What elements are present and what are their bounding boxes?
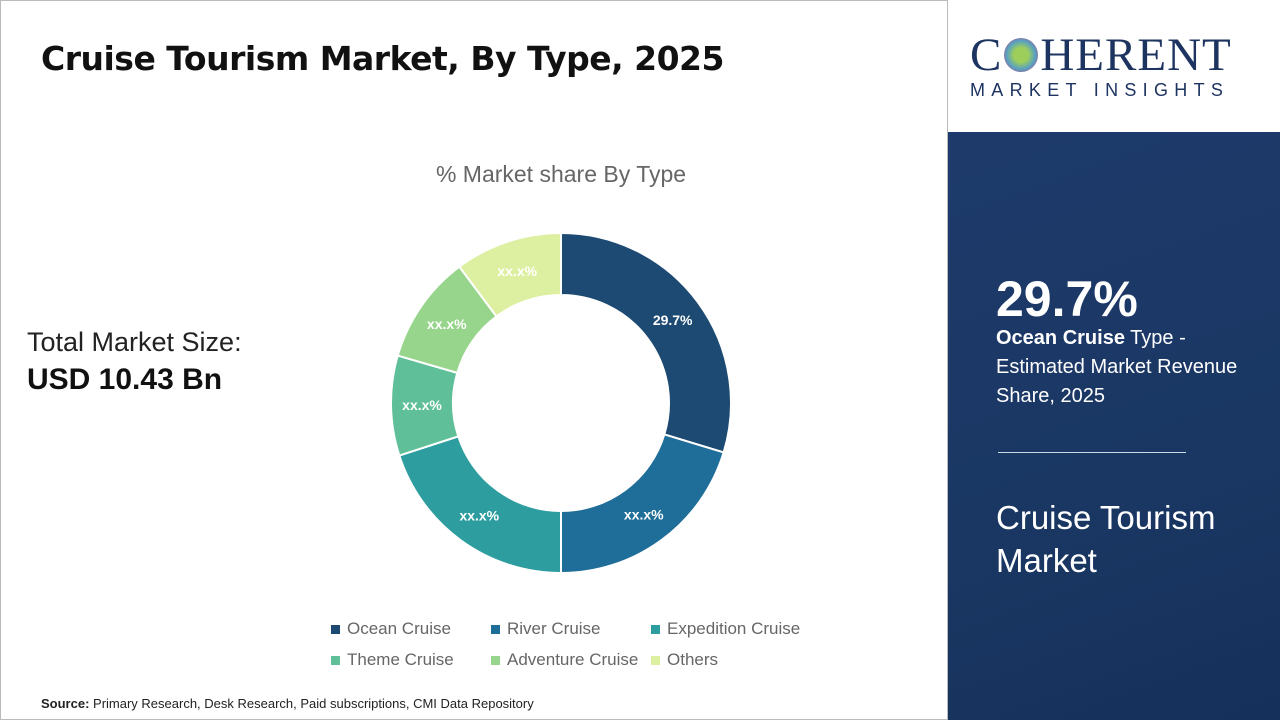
legend-swatch [491,655,500,665]
donut-chart: 29.7% xx.x% xx.x% xx.x% xx.x% xx.x% [390,231,732,575]
data-label: xx.x% [427,316,467,332]
market-name: Cruise Tourism Market [996,499,1216,579]
legend: Ocean Cruise River Cruise Expedition Cruis… [331,619,831,670]
legend-label: Adventure Cruise [507,650,639,669]
slice-river-cruise [560,433,725,575]
legend-swatch [651,655,660,665]
total-market-label: Total Market Size: [27,327,242,357]
legend-label: Expedition Cruise [667,619,801,638]
page-title: Cruise Tourism Market, By Type, 2025 [41,39,724,78]
logo-wordmark: C HERENT [970,29,1232,81]
legend-item: River Cruise [491,619,651,639]
legend-item: Others [651,650,831,670]
source-text: Primary Research, Desk Research, Paid su… [89,696,534,711]
chart-area: Cruise Tourism Market, By Type, 2025 % M… [0,0,948,720]
data-label: xx.x% [624,507,664,523]
data-label: 29.7% [653,312,693,328]
logo: C HERENT MARKET INSIGHTS [948,0,1280,133]
legend-label: Theme Cruise [347,650,454,669]
highlight-value: 29.7% [996,271,1138,327]
legend-item: Ocean Cruise [331,619,491,639]
divider [998,452,1186,453]
legend-item: Adventure Cruise [491,650,651,670]
side-panel: C HERENT MARKET INSIGHTS 29.7% Ocean Crui… [948,0,1280,720]
slice-others [457,231,562,318]
legend-item: Theme Cruise [331,650,491,670]
highlight-segment: Ocean Cruise [996,327,1125,349]
source-note: Source: Primary Research, Desk Research,… [41,696,534,711]
source-label: Source: [41,696,90,711]
highlight-description: Ocean Cruise Type - Estimated Market Rev… [996,324,1256,411]
data-label: xx.x% [402,397,442,413]
legend-label: River Cruise [507,619,601,638]
legend-label: Others [667,650,719,669]
slice-ocean-cruise [560,231,732,454]
legend-swatch [491,624,500,634]
total-market-value: USD 10.43 Bn [27,363,223,396]
highlight-desc-text: Type - Estimated Market Revenue Share, 2… [996,327,1238,407]
legend-swatch [331,655,340,665]
legend-swatch [331,624,340,634]
legend-swatch [651,624,660,634]
logo-tagline: MARKET INSIGHTS [970,80,1230,100]
legend-item: Expedition Cruise [651,619,831,639]
legend-label: Ocean Cruise [347,619,451,638]
data-label: xx.x% [497,263,537,279]
highlight-panel: 29.7% Ocean Cruise Type - Estimated Mark… [948,132,1280,720]
chart-title: % Market share By Type [435,161,687,187]
data-label: xx.x% [459,507,499,523]
slice-expedition-cruise [398,435,562,575]
